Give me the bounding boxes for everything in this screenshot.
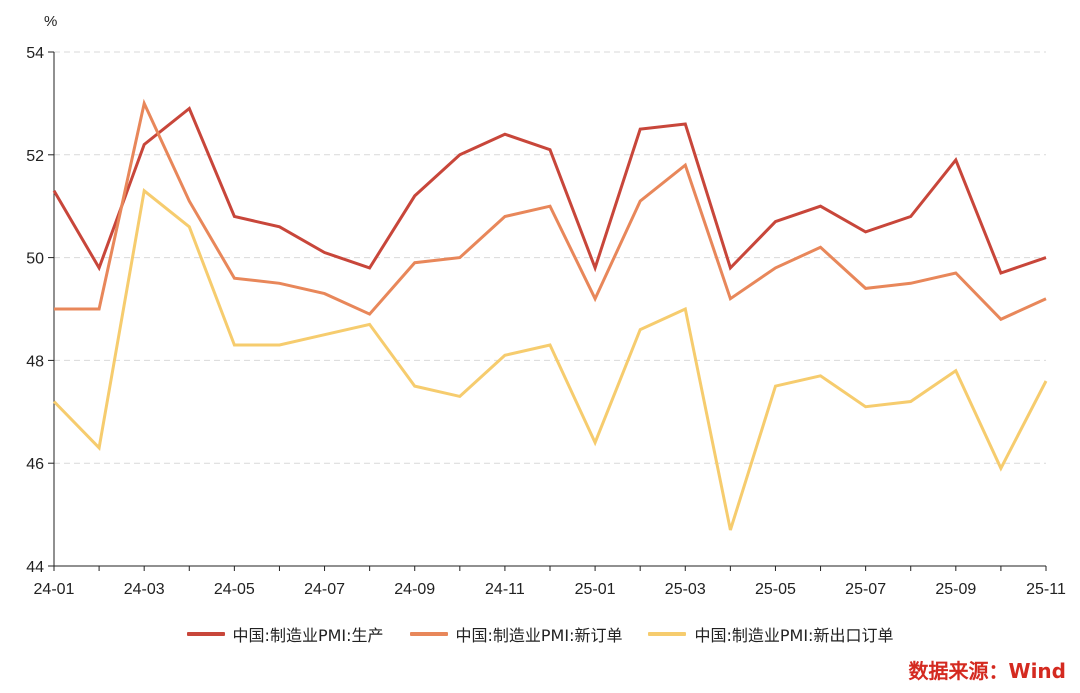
series-line-production	[52, 106, 1047, 275]
y-tick-label: 54	[26, 45, 44, 62]
x-tick-label: 24-05	[214, 581, 255, 598]
y-tick-label: 50	[26, 251, 44, 268]
legend-item-production: 中国:制造业PMI:生产	[186, 622, 384, 646]
legend-swatch-new-orders	[409, 632, 448, 636]
legend-label-production: 中国:制造业PMI:生产	[232, 626, 384, 645]
data-source-note: 数据来源：Wind	[908, 659, 1066, 683]
y-tick-label: 46	[26, 456, 44, 473]
x-tick-label: 25-03	[665, 581, 706, 598]
legend-item-new-export-orders: 中国:制造业PMI:新出口订单	[648, 622, 893, 646]
series-line-new-export-orders	[52, 188, 1048, 531]
x-tick-label: 25-01	[575, 581, 616, 598]
axes: %	[44, 13, 1046, 567]
x-tick-label: 25-05	[755, 581, 796, 598]
legend-item-new-orders: 中国:制造业PMI:新订单	[409, 622, 623, 646]
y-ticks: 44 46 48 50 52 54	[26, 45, 54, 576]
x-tick-label: 24-03	[124, 581, 165, 598]
x-ticks: 24-01 24-03 24-05 24-07 24-09 24-11 25-01 25-03…	[34, 566, 1066, 598]
y-tick-label: 44	[26, 559, 44, 576]
x-tick-label: 24-07	[304, 581, 345, 598]
y-tick-label: 52	[26, 148, 44, 165]
legend: 中国:制造业PMI:生产 中国:制造业PMI:新订单 中国:制造业PMI:新出口…	[0, 622, 1080, 646]
x-tick-label: 24-09	[394, 581, 435, 598]
x-tick-label: 25-11	[1026, 581, 1066, 598]
x-tick-label: 24-01	[34, 581, 75, 598]
legend-swatch-new-export-orders	[648, 632, 687, 636]
series-lines	[52, 98, 1048, 531]
gridlines	[54, 51, 1046, 464]
x-tick-label: 25-09	[935, 581, 976, 598]
y-tick-label: 48	[26, 353, 44, 370]
legend-swatch-production	[186, 632, 225, 636]
x-tick-label: 24-11	[485, 581, 525, 598]
pmi-line-chart: % 44 46 48 50 52 54 24-01 24-03 24-05 24-07 24-09…	[26, 13, 1066, 598]
legend-label-new-orders: 中国:制造业PMI:新订单	[455, 626, 623, 645]
y-axis-unit-label: %	[44, 13, 57, 30]
x-tick-label: 25-07	[845, 581, 886, 598]
legend-label-new-export-orders: 中国:制造业PMI:新出口订单	[694, 626, 894, 645]
series-line-new-orders	[54, 98, 1047, 322]
